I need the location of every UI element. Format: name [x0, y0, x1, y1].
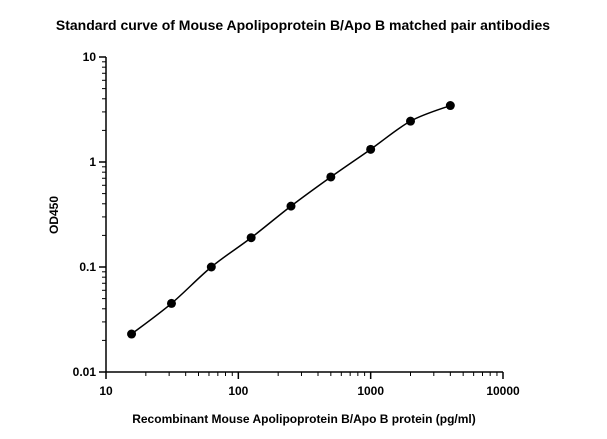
x-axis-label: Recombinant Mouse Apolipoprotein B/Apo B… [132, 412, 476, 426]
y-tick-label: 1 [89, 155, 96, 169]
chart-title: Standard curve of Mouse Apolipoprotein B… [56, 17, 550, 33]
x-tick-label: 1000 [357, 384, 384, 398]
x-tick-label: 10000 [486, 384, 520, 398]
data-point [406, 116, 416, 126]
axes [105, 57, 503, 373]
x-axis-ticks: 10 100 1000 10000 [99, 372, 520, 398]
y-tick-label: 10 [83, 50, 97, 64]
data-point [127, 329, 137, 339]
data-point [326, 172, 336, 182]
data-point [206, 262, 216, 272]
data-point [246, 233, 256, 243]
data-points [127, 101, 455, 339]
data-point [445, 101, 455, 111]
y-axis-label: OD450 [47, 196, 61, 234]
y-tick-label: 0.01 [73, 365, 97, 379]
x-tick-label: 10 [99, 384, 113, 398]
data-point [366, 144, 376, 154]
data-point [166, 298, 176, 308]
x-tick-label: 100 [228, 384, 248, 398]
fitted-curve [131, 104, 451, 335]
data-point [286, 201, 296, 211]
y-tick-label: 0.1 [79, 260, 96, 274]
y-axis-ticks: 0.01 0.1 1 10 [73, 50, 106, 379]
